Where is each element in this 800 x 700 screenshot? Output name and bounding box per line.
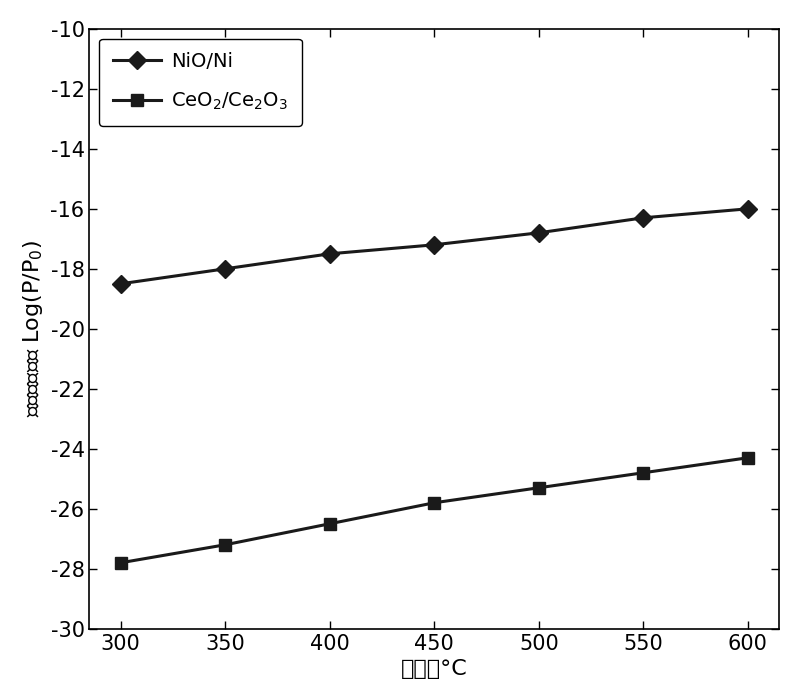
Y-axis label: 平衡氧分压， Log(P/P$_0$): 平衡氧分压， Log(P/P$_0$) [21, 240, 45, 417]
CeO$_2$/Ce$_2$O$_3$ [743, 454, 753, 462]
NiO/Ni [743, 204, 753, 213]
CeO$_2$/Ce$_2$O$_3$ [534, 484, 543, 492]
NiO/Ni [116, 279, 126, 288]
CeO$_2$/Ce$_2$O$_3$ [221, 540, 230, 549]
CeO$_2$/Ce$_2$O$_3$ [430, 498, 439, 507]
Line: NiO/Ni: NiO/Ni [114, 202, 754, 290]
Line: CeO$_2$/Ce$_2$O$_3$: CeO$_2$/Ce$_2$O$_3$ [114, 452, 754, 569]
Legend: NiO/Ni, CeO$_2$/Ce$_2$O$_3$: NiO/Ni, CeO$_2$/Ce$_2$O$_3$ [99, 38, 302, 125]
NiO/Ni [430, 241, 439, 249]
NiO/Ni [221, 265, 230, 273]
NiO/Ni [325, 250, 334, 258]
X-axis label: 温度，°C: 温度，°C [401, 659, 468, 679]
CeO$_2$/Ce$_2$O$_3$ [325, 519, 334, 528]
NiO/Ni [534, 229, 543, 237]
NiO/Ni [638, 214, 648, 222]
CeO$_2$/Ce$_2$O$_3$ [116, 559, 126, 567]
CeO$_2$/Ce$_2$O$_3$ [638, 468, 648, 477]
